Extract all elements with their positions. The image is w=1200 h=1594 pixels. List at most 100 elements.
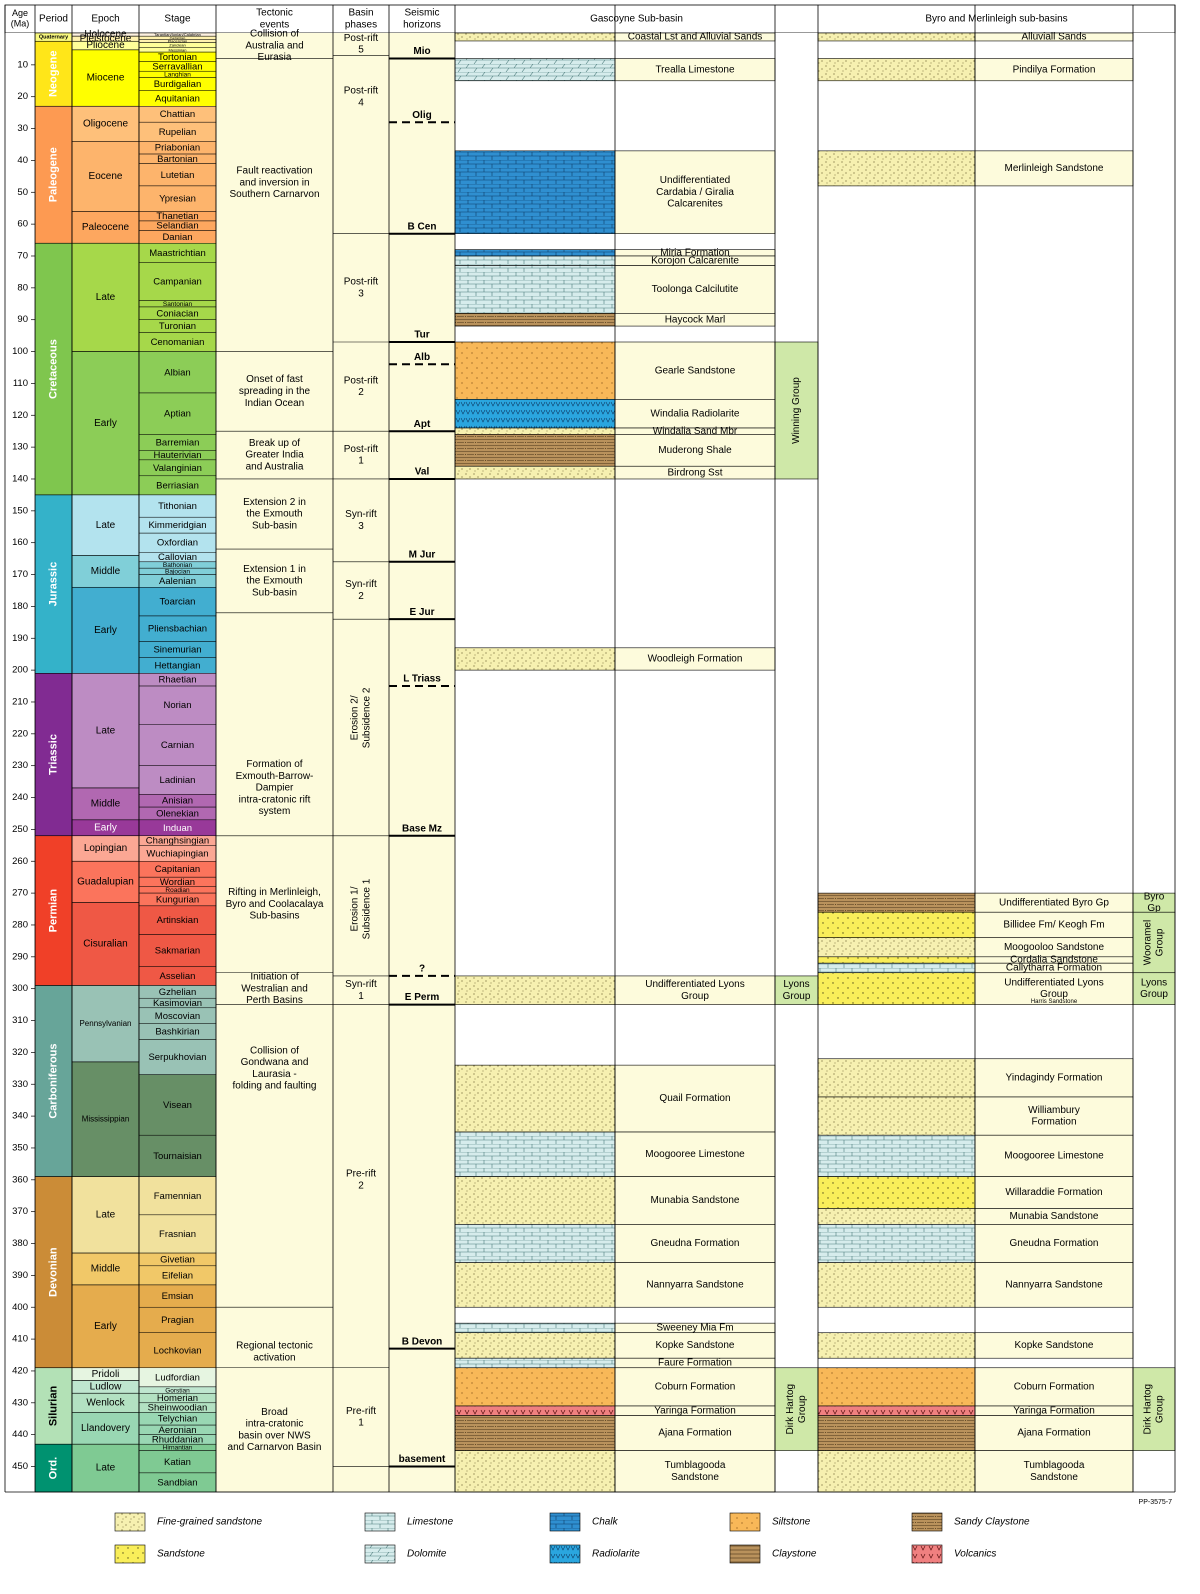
byro-lithology-unit [817,1450,976,1493]
stage-label: Barremian [156,437,200,448]
seismic-horizon-label: basement [399,1454,446,1465]
age-tick-label: 90 [17,314,28,325]
basin-phase-label: Post-rift [344,85,379,96]
stage-label: Gelasian [170,35,186,40]
gascoyne-lithology-unit [454,465,616,480]
seismic-horizon-label: Apt [414,419,431,430]
stage-label: Bashkirian [155,1027,199,1038]
gascoyne-unit-label: Undifferentiated [660,175,730,186]
period-label: Silurian [47,1386,59,1427]
seismic-horizon-label: E Perm [405,992,440,1003]
gascoyne-lithology-unit [454,1262,616,1308]
gascoyne-unit-label: Coburn Formation [655,1382,736,1393]
epoch-cell [71,105,140,142]
tectonic-event-label: Onset of fast [246,374,303,385]
age-tick-label: 40 [17,155,28,166]
epoch-label: Ludlow [90,1382,122,1393]
stage-label: Turonian [159,321,196,332]
basin-phase-label: Erosion 1/ [350,886,361,931]
period-column: Quaternary Neogene Paleogene Cretaceous Jura… [34,32,73,1493]
stage-label: Bartonian [157,154,198,165]
tectonic-event-label: Formation of [246,759,302,770]
gascoyne-unit-label: Cardabia / Giralia [656,187,734,198]
gascoyne-unit-label: Nannyarra Sandstone [646,1280,744,1291]
byro-lithology-unit [817,911,976,939]
stage-label: Toarcian [160,597,196,608]
gascoyne-unit-cell [614,1064,776,1133]
stage-label: Telychian [158,1414,198,1425]
age-tick-label: 110 [13,378,28,389]
byro-unit-label: Cordalia Sandstone [1010,955,1098,966]
age-tick-label: 410 [12,1334,28,1345]
period-label: Devonian [47,1247,59,1297]
gascoyne-group-label: Lyons [783,979,809,990]
gascoyne-unit-cell [614,434,776,467]
legend-label: Fine-grained sandstone [157,1517,263,1528]
epoch-cell [71,1061,140,1177]
stage-label: Aptian [164,409,191,420]
legend-label: Siltstone [772,1517,811,1528]
stage-cell [138,905,217,935]
gascoyne-unit-label: Woodleigh Formation [648,654,743,665]
age-tick-label: 440 [12,1429,28,1440]
period-cell [34,1176,73,1369]
basin-phase-label: 4 [358,97,364,108]
tectonic-header: events [260,20,289,31]
age-tick-label: 160 [12,537,28,548]
gascoyne-lithology-unit [454,1357,616,1369]
tectonic-event-label: system [259,806,291,817]
basin-phase-label: Subsidence 1 [362,878,373,939]
byro-unit-label: Kopke Sandstone [1015,1340,1094,1351]
stage-label: Roadian [165,887,190,894]
period-cell [34,1443,73,1493]
stage-label: Campanian [153,276,202,287]
gascoyne-group-cell [774,1367,819,1451]
stage-label: Aeronian [158,1425,196,1436]
stage-label: Hettangian [155,660,201,671]
byro-lithology-unit [817,956,976,964]
age-tick-label: 390 [12,1270,28,1281]
epoch-label: Early [94,418,117,429]
age-tick-label: 210 [12,696,28,707]
stage-label: Bajocian [165,569,190,576]
byro-group-vertical: Wooramel Group [1143,920,1166,965]
seismic-horizon-label: ? [419,964,425,975]
tectonic-event-label: Extension 2 in [243,497,306,508]
stage-label: Rupelian [159,127,197,138]
basin-phase-label: Syn-rift [345,579,377,590]
byro-lithology-unit [817,1262,976,1308]
byro-group-vertical: Dirk Hartog Group [1143,1384,1166,1435]
byro-unit-cell [974,1096,1134,1136]
tectonic-event-label: basin over NWS [238,1430,311,1441]
byro-lithology-unit [817,58,976,82]
stage-label: Tournaisian [153,1151,202,1162]
stage-label: Berriasian [156,480,199,491]
stage-label: Wordian [160,877,195,888]
byro-group-label: Group [1155,1395,1166,1423]
epoch-label: Miocene [87,73,125,84]
stage-label: Aalenian [159,576,196,587]
tectonic-event-label: Byro and Coolacalaya [226,899,324,910]
age-tick-label: 260 [12,856,28,867]
period-label: Carboniferous [47,1043,59,1118]
basin-phase-label: 1 [358,1418,364,1429]
stage-label: Bathonian [163,562,193,569]
stage-label: Maastrichtian [149,248,206,259]
period-label: Paleogene [47,147,59,202]
seismic-horizons-column: Mio Olig B Cen Tur Alb Apt Val M Jur E Jur L Tria… [389,46,455,1468]
gascoyne-unit-label: Coastal Lst and Alluvial Sands [628,32,763,43]
gascoyne-unit-cell [614,975,776,1005]
tectonic-header: Tectonic [256,8,293,19]
byro-lithology-unit [817,1208,976,1225]
age-tick-label: 420 [12,1365,28,1376]
stage-label: Homerian [157,1393,198,1404]
epoch-label: Early [94,625,117,636]
byro-lithology-unit [817,1415,976,1451]
stage-label: Burdigalian [154,79,202,90]
gascoyne-lithology-unit [454,1176,616,1225]
stage-label: Pragian [161,1315,194,1326]
byro-lithology-unit [817,150,976,187]
seismic-horizon-label: Alb [414,352,430,363]
